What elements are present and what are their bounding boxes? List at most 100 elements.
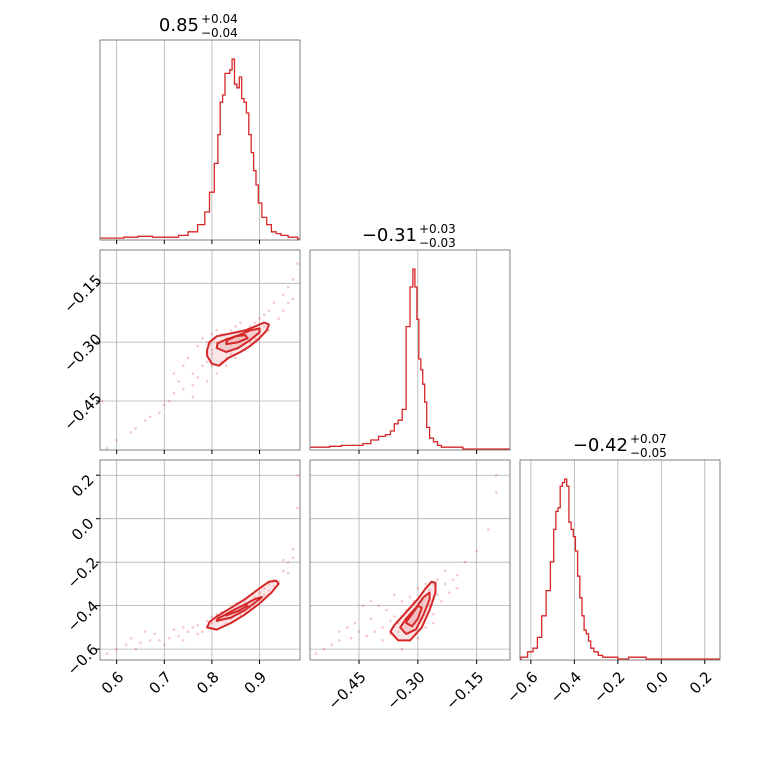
sample-point — [381, 626, 384, 629]
sample-point — [267, 309, 271, 313]
sample-point — [234, 325, 237, 328]
x-tick-label: 0.9 — [241, 668, 271, 698]
sample-point — [229, 352, 233, 356]
gridlines — [116, 40, 260, 240]
x-tick-label: 0.0 — [642, 668, 672, 698]
axis-ticks: 0.6 0.7 0.8 0.9 −0.45 −0.30 −0.15 −0.6 −0.4 −0.2 0… — [60, 240, 716, 713]
sample-point — [258, 591, 261, 594]
panel-scatter-param-1-vs-param-3 — [99, 459, 301, 661]
sample-point — [205, 340, 209, 344]
sample-point — [314, 652, 318, 655]
title-minus: −0.03 — [419, 236, 456, 250]
sample-point — [272, 584, 276, 588]
sample-point — [177, 634, 180, 638]
sample-point — [158, 639, 161, 642]
y-tick-label: −0.6 — [64, 640, 102, 678]
sample-point — [495, 473, 498, 477]
sample-point — [205, 619, 209, 623]
sample-point — [286, 301, 290, 305]
sample-point — [475, 550, 479, 553]
sample-point — [186, 356, 190, 360]
panel-scatter-param-2-vs-param-3 — [309, 459, 511, 661]
panel-hist-param-3 — [519, 459, 721, 661]
sample-point — [163, 403, 166, 407]
x-tick-label: −0.6 — [503, 668, 541, 706]
sample-point — [432, 621, 435, 625]
axes-frame — [309, 249, 511, 451]
x-tick-label: 0.2 — [686, 668, 716, 698]
sample-point — [416, 587, 420, 590]
sample-point — [361, 604, 365, 607]
y-tick-label: −0.45 — [60, 389, 105, 434]
sample-point — [210, 352, 214, 356]
title-median: −0.31 — [362, 225, 417, 246]
sample-point — [263, 313, 266, 317]
title-param-2: −0.31 +0.03 −0.03 — [362, 222, 456, 250]
sample-point — [177, 380, 180, 383]
sample-point — [224, 364, 228, 368]
sample-point — [148, 639, 152, 642]
sample-point — [115, 438, 118, 442]
sample-point — [282, 309, 285, 313]
sample-point — [196, 623, 199, 627]
x-tick-label: −0.2 — [590, 668, 628, 706]
density-contours — [206, 321, 270, 367]
sample-point — [424, 582, 428, 586]
sample-point — [286, 571, 290, 575]
sample-point — [451, 578, 455, 581]
title-plus: +0.04 — [201, 12, 238, 26]
sample-point — [346, 626, 349, 629]
sample-point — [182, 639, 185, 642]
x-tick-label: 0.8 — [193, 668, 223, 698]
sample-point — [277, 317, 280, 320]
sample-point — [172, 628, 176, 631]
title-median: −0.42 — [573, 435, 628, 456]
sample-point — [393, 615, 396, 618]
sample-point — [239, 321, 242, 324]
sample-point — [330, 643, 333, 647]
sample-point — [263, 325, 266, 328]
sample-point — [129, 431, 133, 434]
sample-point — [253, 321, 257, 324]
sample-point — [436, 578, 439, 581]
sample-point — [381, 639, 384, 642]
sample-point — [172, 391, 176, 395]
sample-point — [393, 593, 396, 597]
sample-point — [205, 360, 209, 364]
title-param-1: 0.85 +0.04 −0.04 — [159, 12, 238, 40]
sample-point — [105, 652, 109, 655]
sample-point — [143, 630, 147, 633]
gridlines — [530, 460, 706, 660]
sample-point — [210, 621, 214, 625]
sample-point — [191, 372, 195, 375]
sample-point — [447, 591, 451, 594]
sample-point — [432, 613, 435, 616]
sample-point — [385, 608, 388, 612]
histogram-param-3 — [520, 478, 720, 660]
title-minus: −0.04 — [201, 26, 238, 40]
title-param-3: −0.42 +0.07 −0.05 — [573, 432, 667, 460]
sample-point — [258, 317, 261, 320]
sample-point — [436, 593, 439, 597]
x-tick-label: −0.45 — [325, 668, 370, 713]
axes-frame — [99, 459, 301, 661]
y-tick-label: −0.4 — [64, 597, 102, 635]
sample-point — [291, 297, 295, 301]
sample-point — [282, 558, 285, 562]
x-tick-label: 0.7 — [145, 668, 175, 698]
sample-point — [365, 634, 369, 638]
title-median: 0.85 — [159, 15, 199, 36]
sample-point — [286, 286, 290, 289]
sample-point — [400, 600, 404, 603]
title-plus: +0.07 — [630, 432, 667, 446]
sample-point — [322, 647, 326, 651]
contour-inner — [225, 603, 249, 617]
sample-point — [153, 632, 157, 636]
sample-points — [105, 473, 299, 655]
y-tick-label: −0.30 — [60, 330, 105, 375]
sample-point — [196, 344, 199, 348]
x-tick-label: 0.6 — [98, 668, 128, 698]
sample-point — [296, 473, 299, 477]
sample-point — [400, 647, 404, 651]
